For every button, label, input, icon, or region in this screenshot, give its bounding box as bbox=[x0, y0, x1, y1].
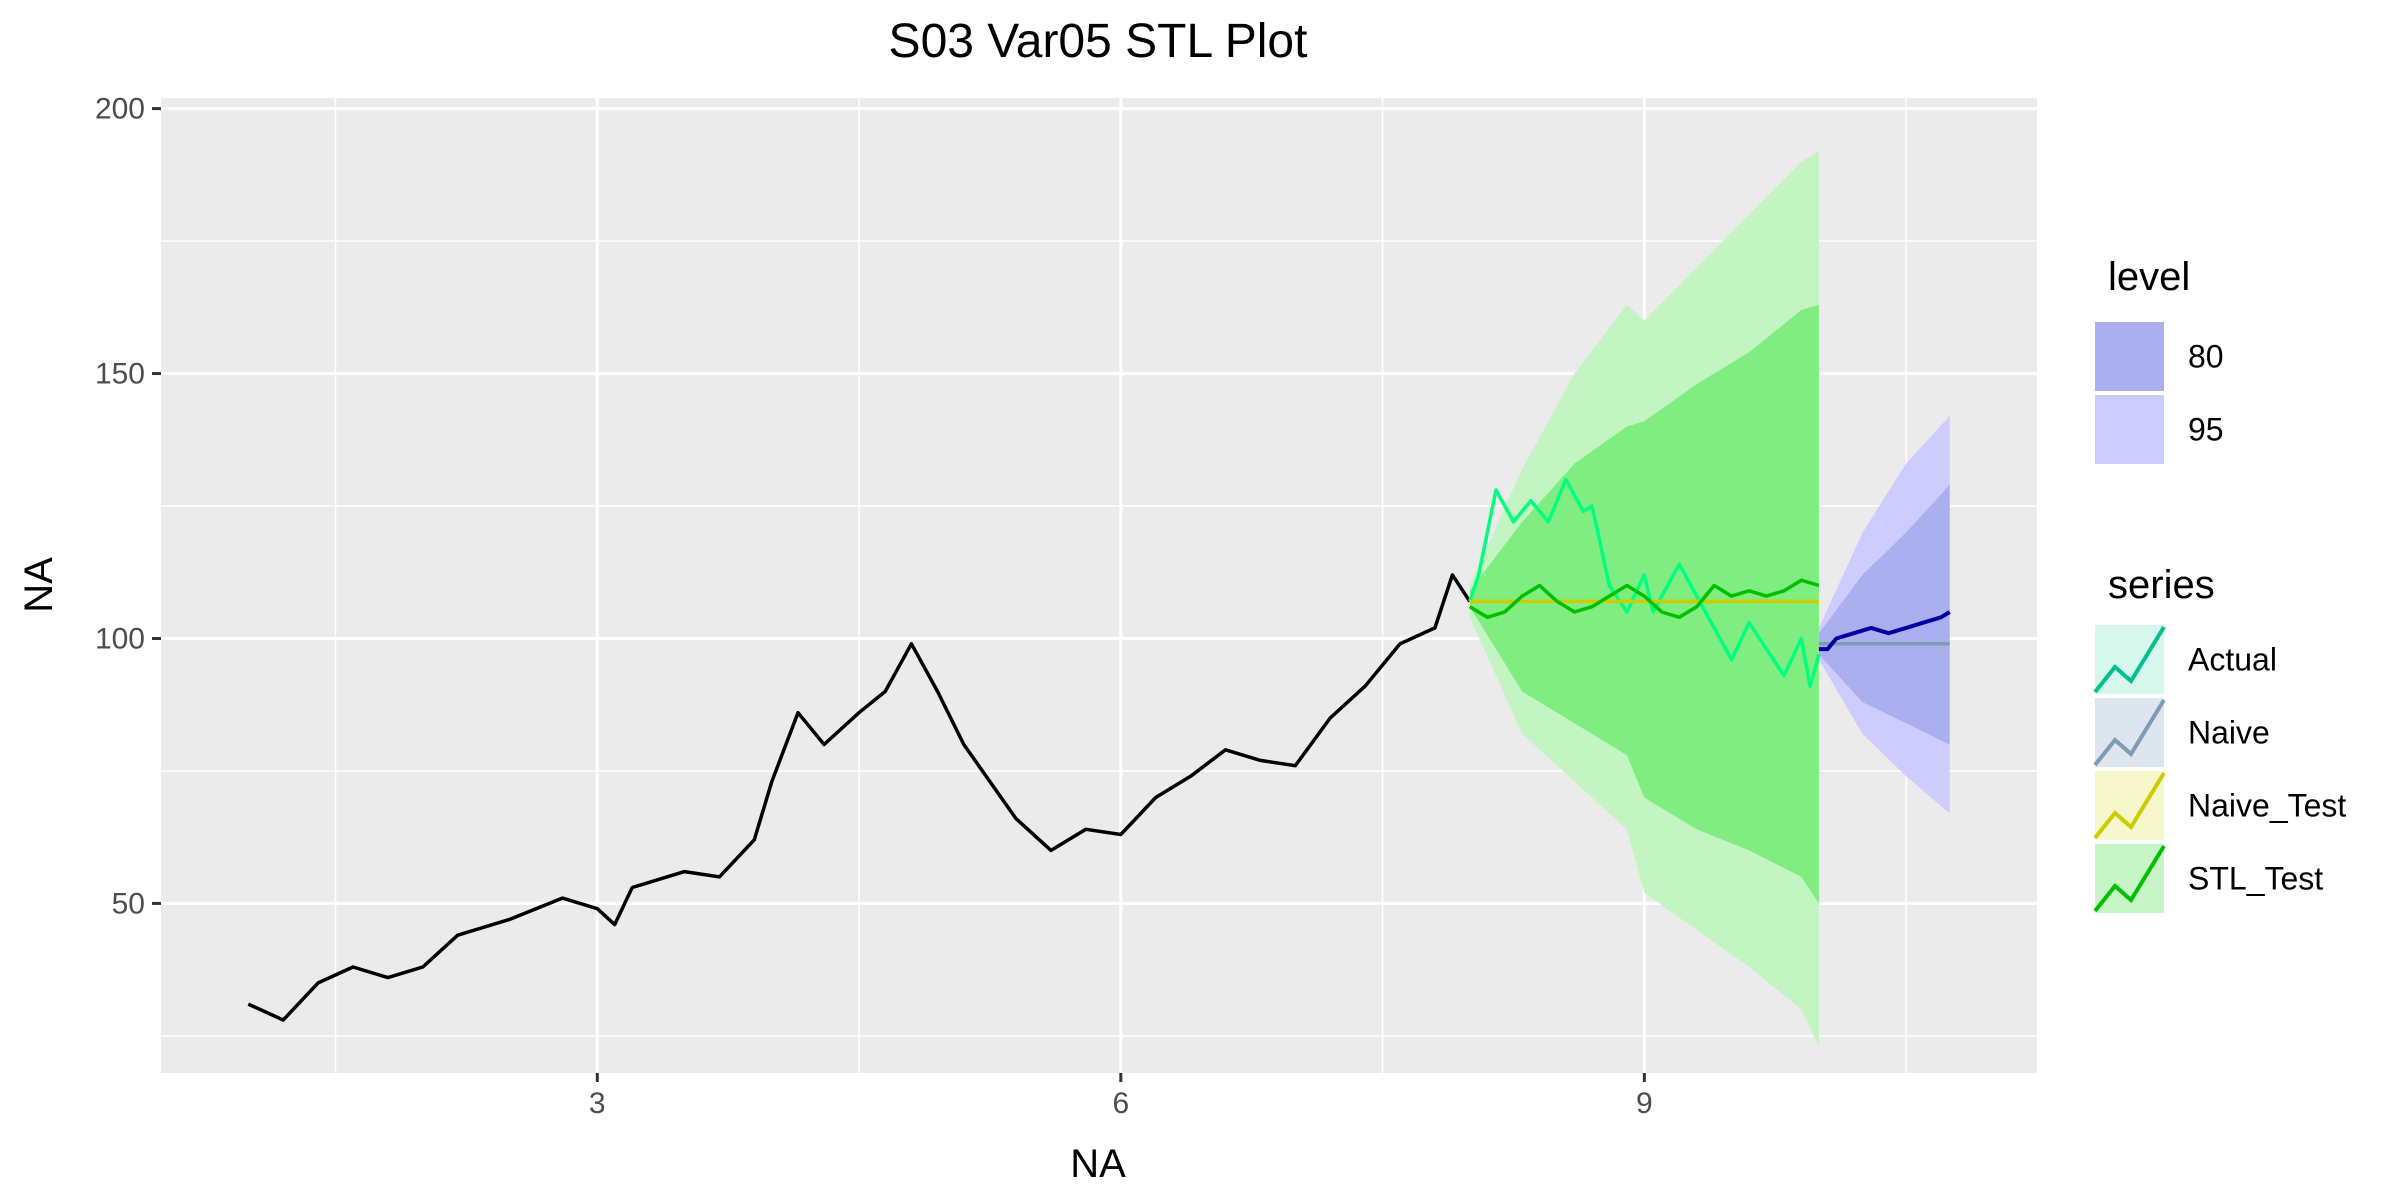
legend-series-title: series bbox=[2108, 563, 2215, 607]
x-tick-label: 9 bbox=[1636, 1087, 1653, 1120]
axis-ticks: 3 6 9 50 100 150 200 bbox=[95, 93, 1653, 1120]
y-axis-title: NA bbox=[17, 557, 61, 613]
legend-level-title: level bbox=[2108, 255, 2190, 299]
legend-series-label-actual: Actual bbox=[2188, 642, 2277, 678]
legend-series-key-stl-test bbox=[2095, 844, 2164, 913]
y-tick-label: 200 bbox=[95, 93, 145, 126]
legend: level series 80 95 Actual Naive Naive_Test ST… bbox=[2093, 255, 2346, 913]
forecast-mean-line bbox=[1818, 610, 1951, 652]
series-lines bbox=[247, 477, 1951, 1022]
series-line-actual bbox=[1468, 477, 1821, 688]
legend-series-label-naive: Naive bbox=[2188, 715, 2270, 751]
legend-level-label-80: 80 bbox=[2188, 339, 2224, 375]
legend-series-glyph-naive-test bbox=[2093, 771, 2166, 840]
confidence-bands bbox=[1469, 151, 1950, 1047]
legend-level-key-95 bbox=[2095, 395, 2164, 464]
legend-series-glyph-stl-test bbox=[2093, 844, 2166, 913]
legend-series-label-naive-test: Naive_Test bbox=[2188, 788, 2346, 824]
legend-series-key-naive bbox=[2095, 698, 2164, 767]
legend-series-glyph-actual bbox=[2093, 625, 2166, 694]
legend-series-glyph-naive bbox=[2093, 698, 2166, 767]
legend-series-key-actual bbox=[2095, 625, 2164, 694]
y-tick-label: 50 bbox=[112, 887, 145, 920]
x-tick-label: 3 bbox=[589, 1087, 606, 1120]
legend-series-label-stl-test: STL_Test bbox=[2188, 861, 2323, 897]
legend-series-key-naive-test bbox=[2095, 771, 2164, 840]
x-tick-label: 6 bbox=[1112, 1087, 1129, 1120]
legend-level-label-95: 95 bbox=[2188, 412, 2224, 448]
chart-title: S03 Var05 STL Plot bbox=[889, 15, 1308, 68]
band-naive-80 bbox=[1818, 484, 1950, 745]
y-tick-label: 100 bbox=[95, 622, 145, 655]
band-stl-test-80 bbox=[1469, 304, 1819, 904]
series-line-stl-test bbox=[1468, 578, 1820, 620]
history-line bbox=[247, 573, 1472, 1022]
x-axis-title: NA bbox=[1070, 1142, 1126, 1186]
y-tick-label: 150 bbox=[95, 358, 145, 391]
legend-level-key-80 bbox=[2095, 322, 2164, 391]
